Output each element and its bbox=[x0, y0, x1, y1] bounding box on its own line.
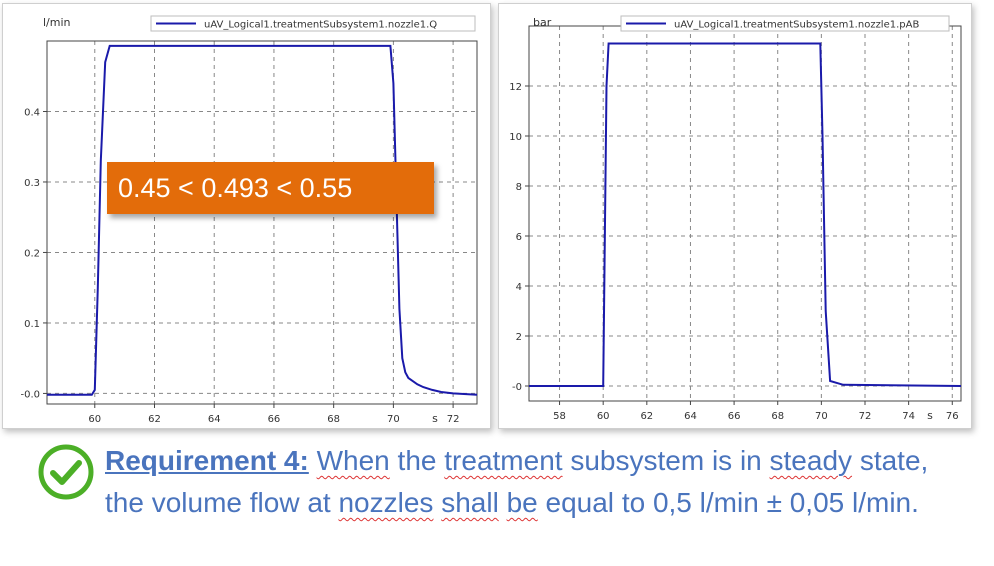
flow-chart: -0.0 0.1 0.2 0.3 0.4 60 62 64 66 68 70 72 l/min s uAV_… bbox=[20, 15, 478, 425]
xtick-label: 62 bbox=[148, 414, 161, 425]
xtick-label: 60 bbox=[597, 411, 610, 422]
xtick-label: 66 bbox=[728, 411, 741, 422]
x-axis-unit: s bbox=[432, 412, 438, 425]
xtick-label: 58 bbox=[553, 411, 566, 422]
series-line bbox=[47, 44, 478, 396]
ytick-label: 0.3 bbox=[24, 178, 40, 189]
ytick-label: 0.4 bbox=[24, 107, 40, 118]
legend-box bbox=[620, 15, 950, 32]
xtick-label: 64 bbox=[684, 411, 697, 422]
ytick-label: 4 bbox=[516, 282, 522, 293]
y-axis-unit: l/min bbox=[43, 16, 71, 29]
chart-panel-flow: -0.0 0.1 0.2 0.3 0.4 60 62 64 66 68 70 72 l/min s uAV_… bbox=[2, 3, 491, 429]
ytick-label: 10 bbox=[509, 132, 522, 143]
ytick-label: -0.0 bbox=[20, 389, 40, 400]
xtick-label: 70 bbox=[387, 414, 400, 425]
legend-box bbox=[150, 15, 476, 32]
legend-label: uAV_Logical1.treatmentSubsystem1.nozzle1… bbox=[674, 20, 919, 31]
steady-state-callout: 0.45 < 0.493 < 0.55 bbox=[107, 162, 434, 214]
xtick-label: 62 bbox=[640, 411, 653, 422]
xtick-label: 72 bbox=[447, 414, 460, 425]
ytick-label: -0 bbox=[512, 382, 522, 393]
legend-label: uAV_Logical1.treatmentSubsystem1.nozzle1… bbox=[204, 20, 437, 31]
requirement-body: When the treatment subsystem is in stead… bbox=[105, 445, 929, 518]
xtick-label: 68 bbox=[771, 411, 784, 422]
ytick-label: 8 bbox=[516, 182, 522, 193]
xtick-label: 60 bbox=[88, 414, 101, 425]
xtick-label: 74 bbox=[902, 411, 915, 422]
checkmark-circle-icon bbox=[38, 444, 94, 500]
plot-frame bbox=[46, 40, 478, 405]
requirement-text: Requirement 4: When the treatment subsys… bbox=[105, 440, 965, 524]
ytick-label: 0.2 bbox=[24, 248, 40, 259]
chart-panel-pressure: -0 2 4 6 8 10 12 58 60 62 64 66 68 70 72 74 76 bar s uAV_Lo… bbox=[498, 3, 972, 429]
ytick-label: 12 bbox=[509, 82, 522, 93]
xtick-label: 64 bbox=[208, 414, 221, 425]
xtick-label: 68 bbox=[327, 414, 340, 425]
ytick-label: 2 bbox=[516, 332, 522, 343]
ytick-label: 0.1 bbox=[24, 319, 40, 330]
plot-frame bbox=[528, 25, 962, 402]
x-axis-unit: s bbox=[927, 409, 933, 422]
y-axis-unit: bar bbox=[533, 16, 552, 29]
series-line bbox=[529, 42, 962, 387]
requirement-label: Requirement 4: bbox=[105, 445, 309, 476]
xtick-label: 72 bbox=[859, 411, 872, 422]
xtick-label: 70 bbox=[815, 411, 828, 422]
xtick-label: 76 bbox=[946, 411, 959, 422]
xtick-label: 66 bbox=[268, 414, 281, 425]
ytick-label: 6 bbox=[516, 232, 522, 243]
